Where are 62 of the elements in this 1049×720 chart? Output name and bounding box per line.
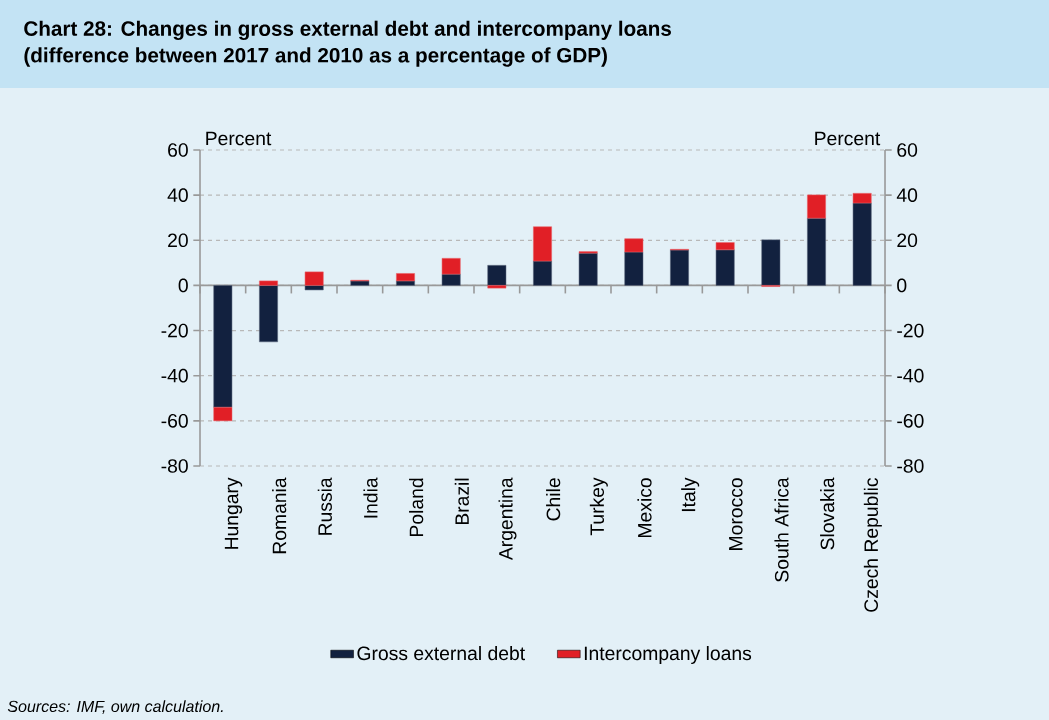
y-tick-label: -40 <box>161 368 188 383</box>
y-tick-label: -80 <box>161 459 188 473</box>
x-tick-label: Slovakia <box>820 477 835 550</box>
bar <box>533 260 552 286</box>
x-tick-label: Chile <box>546 478 561 521</box>
y2-tick-label: -40 <box>897 368 924 383</box>
y-tick-label: 20 <box>168 233 188 248</box>
y2-tick-label: 20 <box>897 233 918 248</box>
legend-label: Gross external debt <box>357 646 525 661</box>
x-tick-label: Russia <box>317 477 332 535</box>
bar <box>304 285 324 291</box>
bar <box>715 242 735 251</box>
bar <box>715 249 735 286</box>
y-tick-label: -20 <box>161 323 188 338</box>
y2-tick-label: 40 <box>896 188 918 202</box>
bar <box>441 258 461 275</box>
bar <box>304 271 324 286</box>
y-tick-label: 60 <box>168 143 188 157</box>
y-tick-label: -60 <box>161 413 188 428</box>
bar <box>396 273 415 282</box>
y2-tick-label: 0 <box>897 278 907 293</box>
bar <box>533 226 552 262</box>
x-tick-label: Brazil <box>454 478 469 525</box>
x-tick-label: Czech Republic <box>863 477 882 612</box>
chart-title: Chart 28: Changes in gross external debt and intercompany loans <box>24 20 671 41</box>
x-tick-label: India <box>363 477 378 518</box>
x-tick-label: Hungary <box>224 477 243 549</box>
x-tick-label: South Africa <box>774 477 789 582</box>
bar <box>487 265 507 286</box>
bar <box>761 239 781 286</box>
y-tick-label: 0 <box>178 278 188 293</box>
bar <box>624 251 644 286</box>
x-tick-label: Romania <box>272 477 287 554</box>
legend-label: Intercompany loans <box>584 646 752 665</box>
y2-axis-title: Percent <box>815 131 881 146</box>
y2-tick-label: 60 <box>897 143 918 157</box>
source-note: Sources: IMF, own calculation. <box>7 700 223 714</box>
bar <box>852 193 872 204</box>
bar <box>670 249 689 286</box>
x-tick-label: Poland <box>409 478 424 536</box>
bar <box>807 194 826 219</box>
x-tick-label: Mexico <box>637 478 652 538</box>
x-tick-label: Argentina <box>498 477 517 561</box>
bar <box>441 273 461 286</box>
bar <box>213 407 233 422</box>
y-axis-title: Percent <box>206 131 272 146</box>
bar <box>624 238 644 253</box>
chart-subtitle: (difference between 2017 and 2010 as a percentage of GDP) <box>24 47 607 67</box>
y2-tick-label: -20 <box>897 323 924 338</box>
x-tick-label: Turkey <box>589 477 608 536</box>
x-tick-label: Italy <box>681 477 700 512</box>
bar <box>578 252 598 286</box>
bar <box>259 280 278 286</box>
y2-tick-label: -80 <box>897 459 924 473</box>
bar <box>213 285 233 408</box>
bar <box>259 285 278 343</box>
bar <box>852 202 872 286</box>
bar <box>487 285 507 289</box>
y-tick-label: 40 <box>167 188 188 202</box>
y2-tick-label: -60 <box>897 413 924 428</box>
x-tick-label: Morocco <box>729 478 743 550</box>
bar <box>807 217 826 286</box>
